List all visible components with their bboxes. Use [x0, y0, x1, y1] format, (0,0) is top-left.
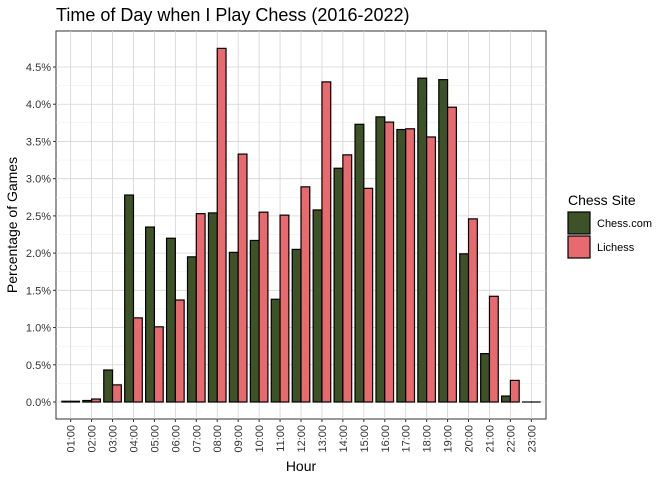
bar-chess-com	[249, 239, 260, 403]
bar-lichess	[70, 400, 81, 403]
bar-lichess	[321, 81, 332, 403]
bar-chess-com	[291, 248, 302, 403]
bar-lichess	[153, 326, 164, 403]
y-tick-label: 2.5%	[26, 211, 51, 223]
bar-chess-com	[165, 237, 176, 403]
bar-lichess	[216, 47, 227, 403]
bars	[61, 47, 541, 403]
x-tick-label: 10:00	[254, 425, 266, 453]
bar-chess-com	[186, 256, 197, 403]
bar-lichess	[132, 317, 143, 403]
bar-lichess	[258, 211, 269, 403]
bar-lichess	[426, 136, 437, 403]
bar-lichess	[488, 295, 499, 403]
y-tick-label: 4.5%	[26, 62, 51, 74]
bar-chess-com	[270, 298, 281, 403]
bar-lichess	[467, 218, 478, 403]
bar-chess-com	[228, 251, 239, 403]
x-tick-label: 11:00	[275, 425, 287, 452]
bar-lichess	[237, 153, 248, 403]
bar-chess-com	[82, 399, 93, 403]
x-tick-label: 02:00	[87, 425, 99, 453]
bar-lichess	[279, 214, 290, 403]
bar-chess-com	[480, 353, 491, 403]
bar-lichess	[195, 213, 206, 403]
legend-title: Chess Site	[568, 192, 636, 208]
x-tick-label: 21:00	[484, 425, 496, 453]
bar-chess-com	[103, 369, 114, 403]
x-tick-label: 15:00	[359, 425, 371, 453]
y-tick-label: 3.0%	[26, 174, 51, 186]
x-tick-label: 04:00	[128, 425, 140, 453]
y-tick-label: 3.5%	[26, 136, 51, 148]
legend-swatch	[567, 235, 591, 259]
x-tick-label: 05:00	[149, 425, 161, 453]
y-tick-label: 1.5%	[26, 285, 51, 297]
x-tick-label: 01:00	[66, 425, 78, 453]
legend-label: Lichess	[597, 242, 635, 254]
y-tick-label: 2.0%	[26, 248, 51, 260]
x-tick-label: 09:00	[233, 425, 245, 453]
y-axis: 0.0% 0.5% 1.0% 1.5% 2.0% 2.5% 3.0% 3.5% 4.0% 4.5%	[26, 62, 56, 409]
legend: Chess Site Chess.com Lichess	[567, 192, 652, 259]
bar-chess-com	[438, 79, 449, 403]
chart-title: Time of Day when I Play Chess (2016-2022…	[56, 5, 410, 25]
bar-lichess	[509, 379, 520, 403]
y-tick-label: 4.0%	[26, 99, 51, 111]
x-tick-label: 16:00	[380, 425, 392, 453]
x-tick-label: 20:00	[464, 425, 476, 453]
x-tick-label: 06:00	[170, 425, 182, 453]
y-tick-label: 1.0%	[26, 323, 51, 335]
bar-chess-com	[312, 209, 323, 403]
bar-chess-com	[501, 395, 512, 403]
bar-chess-com	[459, 253, 470, 403]
legend-swatch	[567, 211, 591, 235]
bar-chess-com	[145, 226, 156, 403]
y-tick-label: 0.5%	[26, 360, 51, 372]
bar-lichess	[174, 299, 185, 403]
x-axis: 01:00 02:00 03:00 04:00 05:00 06:00 07:00 08:00…	[66, 419, 538, 453]
x-tick-label: 23:00	[526, 425, 538, 453]
bar-chess-com	[61, 400, 72, 403]
bar-lichess	[384, 121, 395, 403]
bar-lichess	[446, 106, 457, 403]
bar-chess-com	[333, 167, 344, 403]
bar-chess-com	[375, 116, 386, 403]
bar-lichess	[342, 154, 353, 403]
bar-lichess	[363, 187, 374, 403]
legend-label: Chess.com	[597, 218, 652, 230]
y-axis-title: Percentage of Games	[4, 157, 20, 293]
x-tick-label: 07:00	[191, 425, 203, 453]
bar-lichess	[90, 398, 101, 403]
x-tick-label: 08:00	[212, 425, 224, 453]
bar-lichess	[405, 128, 416, 403]
bar-lichess	[111, 384, 122, 403]
x-tick-label: 03:00	[108, 425, 120, 453]
x-tick-label: 18:00	[422, 425, 434, 453]
x-tick-label: 13:00	[317, 425, 329, 453]
x-tick-label: 17:00	[401, 425, 413, 453]
bar-lichess	[300, 186, 311, 403]
y-tick-label: 0.0%	[26, 397, 51, 409]
bar-chess-com	[124, 194, 135, 403]
x-tick-label: 22:00	[505, 425, 517, 453]
bar-chess-com	[396, 128, 407, 403]
bar-chess-com	[354, 123, 365, 403]
x-axis-title: Hour	[286, 458, 317, 474]
bar-chess-com	[207, 212, 218, 403]
x-tick-label: 14:00	[338, 425, 350, 453]
x-tick-label: 12:00	[296, 425, 308, 453]
x-tick-label: 19:00	[443, 425, 455, 453]
bar-chess-com	[417, 77, 428, 403]
